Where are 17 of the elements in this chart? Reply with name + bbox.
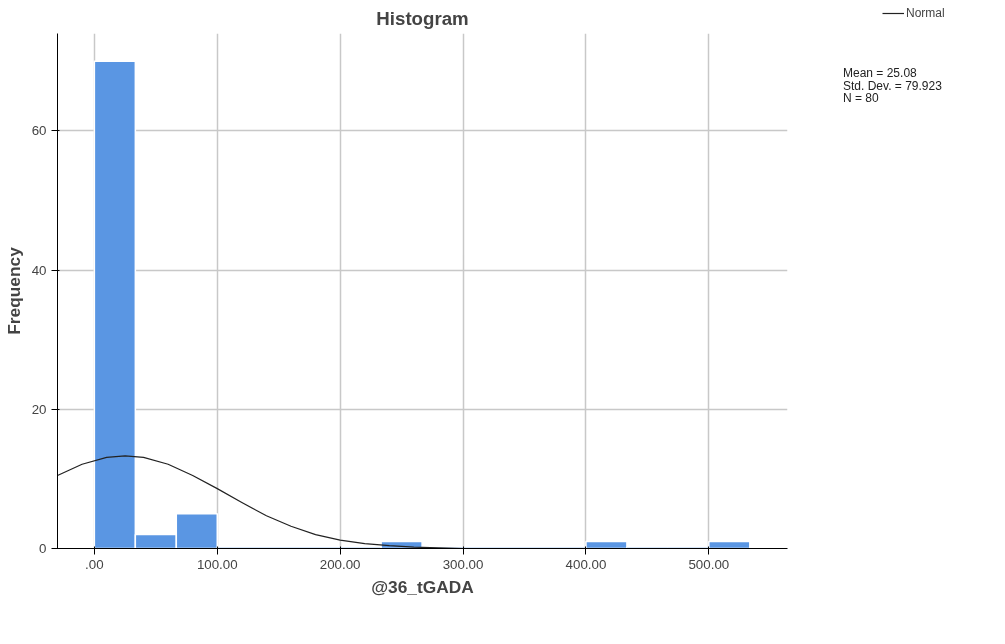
y-tick-label: 60 (31, 123, 47, 139)
y-tick-label: 40 (31, 262, 47, 278)
x-tick-label: 500.00 (688, 556, 730, 572)
legend-label: Normal (906, 6, 945, 20)
chart-title: Histogram (376, 7, 469, 29)
x-tick-label: 300.00 (442, 556, 484, 572)
text: Mean = 25.08 (843, 66, 917, 80)
text: Std. Dev. = 79.923 (843, 78, 942, 93)
x-axis-title: @36_tGADA (371, 576, 475, 597)
text: N = 80 (843, 91, 879, 106)
x-tick-label: .00 (85, 556, 104, 572)
y-tick-label: 20 (31, 401, 47, 417)
x-tick-label: 100.00 (196, 556, 238, 572)
y-axis-title: Frequency (3, 246, 24, 335)
y-tick-label: 0 (39, 541, 47, 556)
x-tick-label: 400.00 (565, 556, 607, 572)
x-tick-label: 200.00 (319, 556, 361, 572)
